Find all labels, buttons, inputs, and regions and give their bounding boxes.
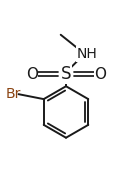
Text: NH: NH	[77, 47, 98, 61]
Text: O: O	[94, 67, 106, 82]
Text: S: S	[61, 65, 71, 83]
Text: Br: Br	[5, 87, 21, 101]
Text: O: O	[26, 67, 38, 82]
